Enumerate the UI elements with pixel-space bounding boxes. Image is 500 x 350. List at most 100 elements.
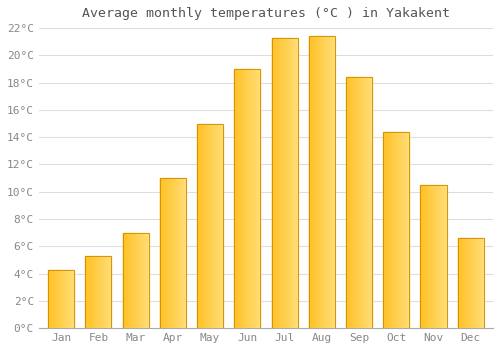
Bar (53, 270, 54, 328)
Bar (122, 233, 148, 328)
Bar (362, 77, 363, 328)
Bar (107, 256, 108, 328)
Bar (480, 238, 481, 328)
Bar (371, 77, 372, 328)
Bar (273, 37, 274, 328)
Bar (258, 69, 259, 328)
Bar (353, 77, 354, 328)
Bar (99, 256, 100, 328)
Bar (287, 37, 288, 328)
Bar (101, 256, 102, 328)
Bar (92, 256, 93, 328)
Bar (69, 270, 70, 328)
Bar (52, 270, 53, 328)
Bar (319, 36, 320, 328)
Bar (239, 69, 240, 328)
Bar (86, 256, 87, 328)
Bar (214, 124, 215, 328)
Bar (288, 37, 289, 328)
Bar (409, 132, 410, 328)
Bar (102, 256, 103, 328)
Bar (146, 233, 147, 328)
Bar (442, 185, 443, 328)
Bar (100, 256, 101, 328)
Bar (460, 238, 461, 328)
Bar (421, 185, 422, 328)
Bar (383, 132, 409, 328)
Bar (404, 132, 405, 328)
Bar (91, 256, 92, 328)
Bar (145, 233, 146, 328)
Bar (440, 185, 441, 328)
Bar (292, 37, 293, 328)
Bar (474, 238, 475, 328)
Bar (86, 256, 112, 328)
Bar (475, 238, 476, 328)
Bar (60, 270, 61, 328)
Bar (174, 178, 175, 328)
Bar (459, 238, 460, 328)
Bar (140, 233, 141, 328)
Bar (133, 233, 134, 328)
Bar (313, 36, 314, 328)
Bar (122, 233, 123, 328)
Bar (130, 233, 131, 328)
Bar (124, 233, 125, 328)
Bar (160, 178, 161, 328)
Bar (445, 185, 446, 328)
Bar (295, 37, 296, 328)
Title: Average monthly temperatures (°C ) in Yakakent: Average monthly temperatures (°C ) in Ya… (82, 7, 450, 20)
Bar (48, 270, 74, 328)
Bar (293, 37, 294, 328)
Bar (208, 124, 209, 328)
Bar (314, 36, 315, 328)
Bar (391, 132, 392, 328)
Bar (106, 256, 107, 328)
Bar (358, 77, 359, 328)
Bar (211, 124, 212, 328)
Bar (366, 77, 367, 328)
Bar (348, 77, 349, 328)
Bar (235, 69, 236, 328)
Bar (395, 132, 396, 328)
Bar (426, 185, 427, 328)
Bar (127, 233, 128, 328)
Bar (461, 238, 462, 328)
Bar (166, 178, 167, 328)
Bar (128, 233, 129, 328)
Bar (48, 270, 49, 328)
Bar (257, 69, 258, 328)
Bar (407, 132, 408, 328)
Bar (246, 69, 247, 328)
Bar (241, 69, 242, 328)
Bar (66, 270, 67, 328)
Bar (206, 124, 207, 328)
Bar (219, 124, 220, 328)
Bar (479, 238, 480, 328)
Bar (420, 185, 421, 328)
Bar (444, 185, 445, 328)
Bar (285, 37, 286, 328)
Bar (217, 124, 218, 328)
Bar (274, 37, 275, 328)
Bar (245, 69, 246, 328)
Bar (384, 132, 385, 328)
Bar (402, 132, 403, 328)
Bar (327, 36, 328, 328)
Bar (431, 185, 432, 328)
Bar (320, 36, 322, 328)
Bar (109, 256, 110, 328)
Bar (286, 37, 287, 328)
Bar (67, 270, 68, 328)
Bar (221, 124, 222, 328)
Bar (284, 37, 285, 328)
Bar (324, 36, 325, 328)
Bar (473, 238, 474, 328)
Bar (276, 37, 277, 328)
Bar (331, 36, 332, 328)
Bar (389, 132, 390, 328)
Bar (164, 178, 165, 328)
Bar (432, 185, 433, 328)
Bar (162, 178, 163, 328)
Bar (463, 238, 464, 328)
